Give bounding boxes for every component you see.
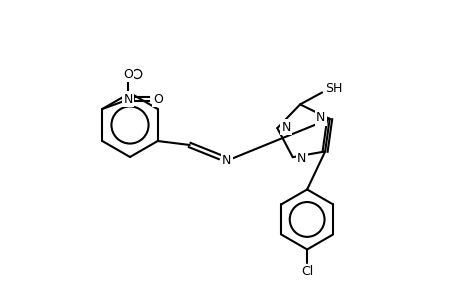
Text: N: N [297,152,306,165]
Text: N: N [222,154,231,166]
Text: SH: SH [325,82,342,95]
Text: O: O [123,68,133,80]
Text: N: N [123,92,133,106]
Text: N: N [281,121,291,134]
Text: N: N [315,111,325,124]
Text: Cl: Cl [300,265,313,278]
Text: O: O [153,92,163,106]
